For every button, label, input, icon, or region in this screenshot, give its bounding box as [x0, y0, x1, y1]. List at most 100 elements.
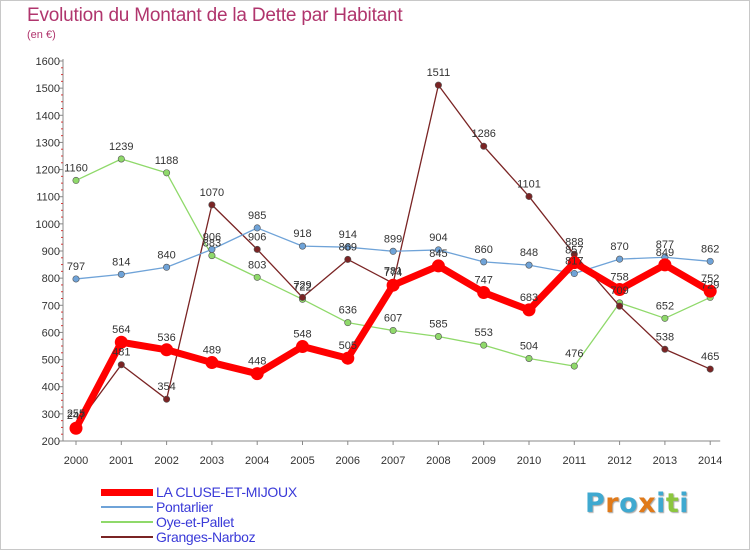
- data-label: 607: [384, 313, 402, 325]
- y-tick-label: 600: [42, 327, 60, 339]
- data-label: 247: [67, 410, 85, 422]
- data-point: [386, 278, 400, 292]
- data-label: 906: [203, 231, 221, 243]
- data-point: [434, 246, 442, 254]
- data-label: 814: [112, 256, 130, 268]
- data-label: 476: [565, 348, 583, 360]
- logo-letter: t: [665, 488, 680, 519]
- data-labels-layer: 1160 1239 1188 883 803 722 636 607 585 553 504 476 7…: [64, 67, 719, 422]
- data-label: 774: [384, 267, 402, 279]
- legend-label: Oye-et-Pallet: [156, 514, 234, 530]
- data-label: 538: [656, 331, 674, 343]
- data-label: 652: [656, 300, 674, 312]
- x-tick-label: 2003: [200, 455, 224, 467]
- logo-letter: i: [679, 488, 690, 519]
- series-pontarlier: [72, 224, 714, 283]
- data-label: 758: [610, 272, 628, 284]
- legend-label: LA CLUSE-ET-MIJOUX: [156, 484, 297, 500]
- x-tick-label: 2002: [154, 455, 178, 467]
- x-tick-label: 2013: [653, 455, 677, 467]
- data-label: 729: [701, 279, 719, 291]
- data-point: [706, 365, 714, 373]
- data-label: 564: [112, 324, 130, 336]
- x-tick-label: 2001: [109, 455, 133, 467]
- legend-label: Granges-Narboz: [156, 529, 256, 545]
- data-label: 877: [656, 239, 674, 251]
- data-point: [434, 81, 442, 89]
- logo-letter: r: [605, 488, 620, 519]
- data-point: [570, 270, 578, 278]
- data-label: 869: [339, 241, 357, 253]
- proxiti-logo: Proxiti: [585, 488, 689, 519]
- data-label: 683: [520, 292, 538, 304]
- data-label: 504: [520, 340, 538, 352]
- data-label: 1511: [427, 67, 451, 79]
- data-label: 888: [565, 236, 583, 248]
- series-la-cluse-et-mijoux: [69, 256, 717, 435]
- legend-swatch: [101, 521, 153, 523]
- data-point: [344, 255, 352, 263]
- data-label: 781: [384, 265, 402, 277]
- y-tick-label: 400: [42, 382, 60, 394]
- data-label: 1188: [155, 155, 179, 167]
- data-label: 906: [248, 231, 266, 243]
- data-label: 803: [248, 259, 266, 271]
- data-label: 899: [384, 233, 402, 245]
- data-point: [525, 261, 533, 269]
- x-tick-label: 2011: [562, 455, 586, 467]
- data-label: 1101: [517, 178, 541, 190]
- x-tick-label: 2005: [290, 455, 314, 467]
- data-point: [250, 367, 264, 381]
- chart-subtitle: (en €): [27, 29, 56, 41]
- data-label: 904: [429, 232, 447, 244]
- data-label: 489: [203, 345, 221, 357]
- data-label: 848: [520, 247, 538, 259]
- y-tick-label: 900: [42, 246, 60, 258]
- y-tick-label: 1100: [36, 192, 60, 204]
- data-label: 840: [157, 249, 175, 261]
- data-point: [72, 176, 80, 184]
- data-label: 553: [475, 327, 493, 339]
- data-label: 862: [701, 243, 719, 255]
- data-label: 585: [429, 319, 447, 331]
- data-point: [117, 270, 125, 278]
- legend-swatch: [101, 488, 153, 496]
- y-tick-label: 500: [42, 355, 60, 367]
- data-label: 481: [112, 347, 130, 359]
- data-point: [69, 421, 83, 435]
- data-point: [298, 293, 306, 301]
- data-label: 747: [475, 275, 493, 287]
- data-point: [658, 258, 672, 272]
- data-label: 860: [475, 244, 493, 256]
- x-tick-label: 2012: [607, 455, 631, 467]
- data-point: [253, 224, 261, 232]
- data-point: [567, 256, 581, 270]
- data-point: [205, 356, 219, 370]
- data-point: [253, 245, 261, 253]
- data-point: [616, 255, 624, 263]
- data-label: 914: [339, 229, 357, 241]
- x-tick-label: 2014: [698, 455, 722, 467]
- data-label: 354: [157, 381, 175, 393]
- y-tick-label: 1400: [36, 110, 60, 122]
- data-point: [296, 340, 309, 354]
- data-point: [208, 245, 216, 253]
- y-tick-label: 700: [42, 300, 60, 312]
- data-point: [661, 314, 669, 322]
- data-point: [117, 361, 125, 369]
- data-point: [163, 169, 171, 177]
- data-point: [525, 354, 533, 362]
- data-point: [525, 192, 533, 200]
- data-point: [480, 258, 488, 266]
- data-label: 870: [610, 241, 628, 253]
- data-label: 883: [203, 238, 221, 250]
- data-label: 729: [293, 279, 311, 291]
- x-tick-label: 2007: [381, 455, 405, 467]
- data-label: 845: [429, 248, 447, 260]
- legend-swatch: [101, 536, 153, 538]
- data-point: [706, 257, 714, 265]
- data-point: [208, 201, 216, 209]
- data-label: 505: [339, 340, 357, 352]
